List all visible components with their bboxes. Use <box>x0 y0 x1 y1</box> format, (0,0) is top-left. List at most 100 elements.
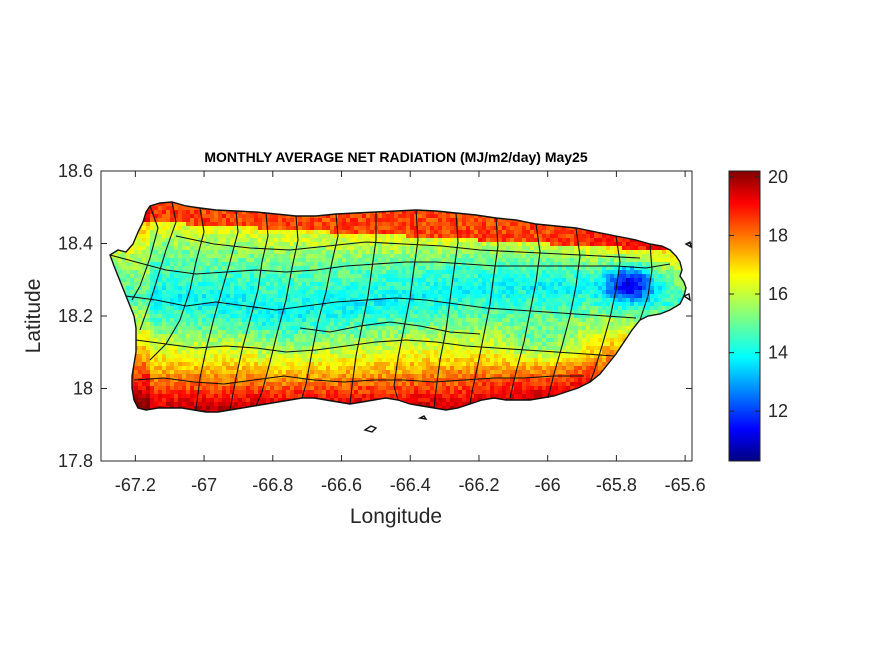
heatmap-cell <box>530 310 535 315</box>
heatmap-cell <box>142 294 147 299</box>
heatmap-cell <box>154 258 159 263</box>
heatmap-cell <box>478 226 483 231</box>
heatmap-cell <box>142 310 147 315</box>
heatmap-cell <box>230 330 235 335</box>
heatmap-cell <box>170 270 175 275</box>
heatmap-cell <box>354 330 359 335</box>
heatmap-cell <box>322 214 327 219</box>
heatmap-cell <box>590 262 595 267</box>
heatmap-cell <box>314 282 319 287</box>
heatmap-cell <box>386 214 391 219</box>
heatmap-cell <box>290 294 295 299</box>
heatmap-cell <box>534 258 539 263</box>
heatmap-cell <box>150 282 155 287</box>
heatmap-cell <box>578 290 583 295</box>
heatmap-cell <box>298 262 303 267</box>
heatmap-cell <box>562 326 567 331</box>
heatmap-cell <box>274 306 279 311</box>
heatmap-cell <box>582 330 587 335</box>
heatmap-cell <box>630 294 635 299</box>
heatmap-cell <box>486 294 491 299</box>
heatmap-cell <box>342 326 347 331</box>
heatmap-cell <box>530 314 535 319</box>
heatmap-cell <box>154 230 159 235</box>
heatmap-cell <box>234 282 239 287</box>
heatmap-cell <box>266 274 271 279</box>
heatmap-cell <box>498 294 503 299</box>
heatmap-cell <box>358 226 363 231</box>
heatmap-cell <box>670 274 675 279</box>
heatmap-cell <box>626 318 631 323</box>
heatmap-cell <box>210 334 215 339</box>
heatmap-cell <box>318 234 323 239</box>
heatmap-cell <box>410 262 415 267</box>
heatmap-cell <box>618 322 623 327</box>
heatmap-cell <box>590 242 595 247</box>
heatmap-cell <box>430 330 435 335</box>
heatmap-cell <box>434 314 439 319</box>
heatmap-cell <box>550 266 555 271</box>
heatmap-cell <box>250 290 255 295</box>
heatmap-cell <box>418 314 423 319</box>
heatmap-cell <box>450 218 455 223</box>
heatmap-cell <box>478 254 483 259</box>
heatmap-cell <box>378 306 383 311</box>
heatmap-cell <box>422 330 427 335</box>
heatmap-cell <box>246 234 251 239</box>
heatmap-cell <box>266 294 271 299</box>
heatmap-cell <box>190 230 195 235</box>
heatmap-cell <box>606 242 611 247</box>
heatmap-cell <box>642 250 647 255</box>
heatmap-cell <box>446 278 451 283</box>
heatmap-cell <box>182 302 187 307</box>
heatmap-cell <box>126 266 131 271</box>
heatmap-cell <box>146 298 151 303</box>
heatmap-cell <box>394 274 399 279</box>
heatmap-cell <box>322 294 327 299</box>
heatmap-cell <box>482 222 487 227</box>
heatmap-cell <box>450 310 455 315</box>
heatmap-cell <box>322 226 327 231</box>
heatmap-cell <box>614 274 619 279</box>
heatmap-cell <box>626 298 631 303</box>
heatmap-cell <box>502 286 507 291</box>
heatmap-cell <box>498 290 503 295</box>
heatmap-cell <box>474 298 479 303</box>
heatmap-cell <box>262 274 267 279</box>
heatmap-cell <box>378 294 383 299</box>
heatmap-cell <box>550 286 555 291</box>
heatmap-cell <box>246 250 251 255</box>
heatmap-cell <box>582 310 587 315</box>
heatmap-cell <box>278 254 283 259</box>
heatmap-cell <box>354 326 359 331</box>
heatmap-cell <box>510 266 515 271</box>
heatmap-cell <box>622 314 627 319</box>
heatmap-cell <box>614 290 619 295</box>
heatmap-cell <box>554 330 559 335</box>
heatmap-cell <box>258 250 263 255</box>
heatmap-cell <box>466 266 471 271</box>
heatmap-cell <box>238 218 243 223</box>
heatmap-cell <box>454 282 459 287</box>
heatmap-cell <box>226 234 231 239</box>
heatmap-cell <box>146 218 151 223</box>
heatmap-cell <box>538 314 543 319</box>
heatmap-cell <box>190 274 195 279</box>
heatmap-cell <box>258 290 263 295</box>
heatmap-cell <box>342 238 347 243</box>
heatmap-cell <box>258 318 263 323</box>
heatmap-cell <box>478 230 483 235</box>
heatmap-cell <box>410 330 415 335</box>
heatmap-cell <box>186 214 191 219</box>
heatmap-cell <box>494 282 499 287</box>
heatmap-cell <box>570 322 575 327</box>
heatmap-cell <box>230 254 235 259</box>
heatmap-cell <box>426 218 431 223</box>
heatmap-cell <box>390 250 395 255</box>
heatmap-cell <box>326 274 331 279</box>
heatmap-cell <box>486 250 491 255</box>
heatmap-cell <box>282 282 287 287</box>
heatmap-cell <box>638 286 643 291</box>
heatmap-cell <box>426 230 431 235</box>
heatmap-cell <box>398 314 403 319</box>
